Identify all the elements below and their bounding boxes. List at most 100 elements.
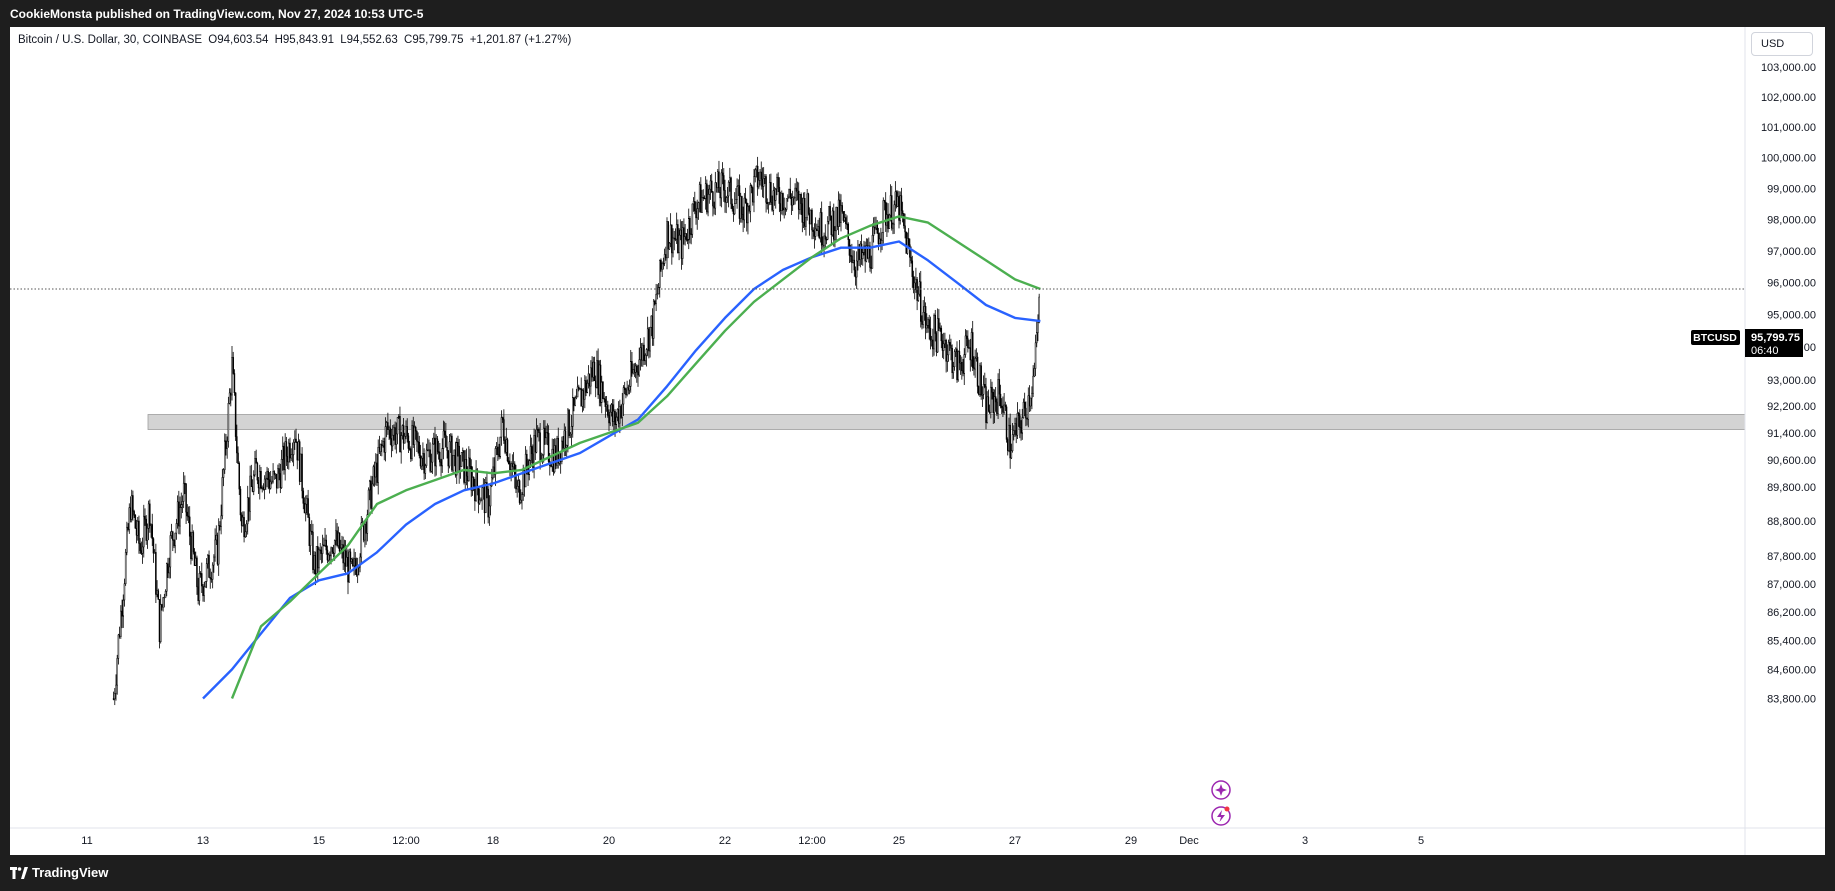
- candle: [529, 434, 532, 469]
- candle: [145, 515, 147, 545]
- candle: [765, 174, 767, 213]
- candle: [520, 489, 522, 505]
- candle: [387, 412, 389, 435]
- candle: [385, 420, 388, 438]
- symbol-tag-bg: [1691, 330, 1740, 345]
- candle: [591, 356, 593, 382]
- candle: [456, 437, 458, 484]
- candle: [976, 352, 979, 394]
- candle: [743, 193, 746, 228]
- candle: [296, 441, 298, 470]
- candle: [974, 349, 976, 378]
- candle: [993, 389, 996, 424]
- candle: [990, 379, 992, 419]
- price-axis[interactable]: 83,800.00 84,600.00 85,400.00 86,200.00 87,0…: [1761, 62, 1816, 705]
- candle: [230, 388, 232, 407]
- candle: [607, 400, 609, 418]
- candle: [962, 359, 964, 377]
- time-axis[interactable]: 11 13 15 12:00 18 20 22 12:00 25 27 29 Dec 3 5: [81, 835, 1424, 847]
- candle: [900, 187, 903, 218]
- candle: [935, 331, 938, 357]
- candle: [736, 178, 738, 209]
- candle: [193, 548, 196, 566]
- candle: [341, 535, 343, 559]
- candle: [1029, 397, 1032, 412]
- candle: [518, 479, 521, 505]
- candle: [835, 206, 837, 241]
- candle: [916, 277, 918, 311]
- candle: [690, 228, 692, 245]
- sparkle-icon[interactable]: [1211, 780, 1231, 800]
- candle: [120, 605, 122, 639]
- candle: [470, 459, 472, 497]
- candle: [790, 193, 793, 215]
- candle: [905, 231, 907, 254]
- candle: [892, 222, 894, 235]
- candle: [354, 551, 356, 575]
- symbol-info-line[interactable]: Bitcoin / U.S. Dollar, 30, COINBASE O94,…: [18, 34, 574, 46]
- candle: [715, 182, 718, 193]
- chart-area[interactable]: 83,800.00 84,600.00 85,400.00 86,200.00 87,0…: [10, 27, 1825, 855]
- candle: [338, 532, 341, 553]
- candle: [393, 424, 395, 441]
- candle: [428, 439, 430, 458]
- candle: [579, 387, 581, 390]
- candle: [412, 416, 414, 449]
- candle: [463, 450, 465, 485]
- candle: [367, 487, 370, 517]
- candle: [969, 338, 972, 372]
- candle: [1034, 334, 1037, 377]
- candle: [895, 190, 898, 209]
- candle: [303, 497, 306, 514]
- candle: [811, 208, 813, 240]
- candle: [764, 174, 766, 185]
- candle: [168, 557, 170, 579]
- candle: [939, 322, 941, 332]
- candle: [377, 439, 379, 495]
- lightning-icon[interactable]: [1211, 806, 1231, 826]
- candle: [924, 302, 927, 340]
- candle: [574, 395, 576, 407]
- candle: [731, 198, 733, 212]
- candle: [752, 186, 754, 206]
- candle: [213, 554, 215, 573]
- candle: [794, 183, 796, 205]
- candle: [153, 549, 156, 554]
- candle: [568, 409, 570, 439]
- symbol-name[interactable]: Bitcoin / U.S. Dollar, 30, COINBASE: [18, 34, 203, 46]
- candle: [298, 439, 301, 486]
- candle: [210, 571, 213, 583]
- candle: [406, 418, 408, 443]
- candle: [495, 442, 498, 456]
- candle: [224, 433, 226, 474]
- bar-countdown: 06:40: [1751, 345, 1779, 357]
- tradingview-logo[interactable]: TradingView: [10, 865, 108, 880]
- candle: [673, 230, 675, 251]
- moving-average-green[interactable]: [230, 215, 1041, 699]
- candle: [991, 381, 993, 400]
- candle: [378, 435, 381, 454]
- price-chart[interactable]: 83,800.00 84,600.00 85,400.00 86,200.00 87,0…: [10, 27, 1825, 855]
- candle: [482, 478, 485, 500]
- candle: [613, 399, 615, 432]
- candle: [228, 388, 231, 405]
- candle: [959, 355, 962, 375]
- candle: [186, 504, 189, 521]
- candle: [259, 464, 261, 500]
- candle: [1019, 409, 1021, 439]
- x-tick-label: 27: [1009, 835, 1021, 847]
- candle: [642, 342, 644, 367]
- candle: [1011, 423, 1014, 453]
- indicator-icons[interactable]: [1211, 780, 1231, 826]
- candle: [215, 525, 218, 545]
- currency-selector[interactable]: USD: [1751, 32, 1813, 56]
- candle: [260, 466, 262, 490]
- candle: [209, 568, 211, 589]
- candle: [830, 215, 833, 246]
- candle: [646, 316, 649, 357]
- candle: [665, 246, 667, 261]
- candle: [416, 430, 418, 453]
- y-tick-label: 92,200.00: [1767, 401, 1816, 413]
- candle: [944, 332, 946, 348]
- candle: [1014, 417, 1016, 437]
